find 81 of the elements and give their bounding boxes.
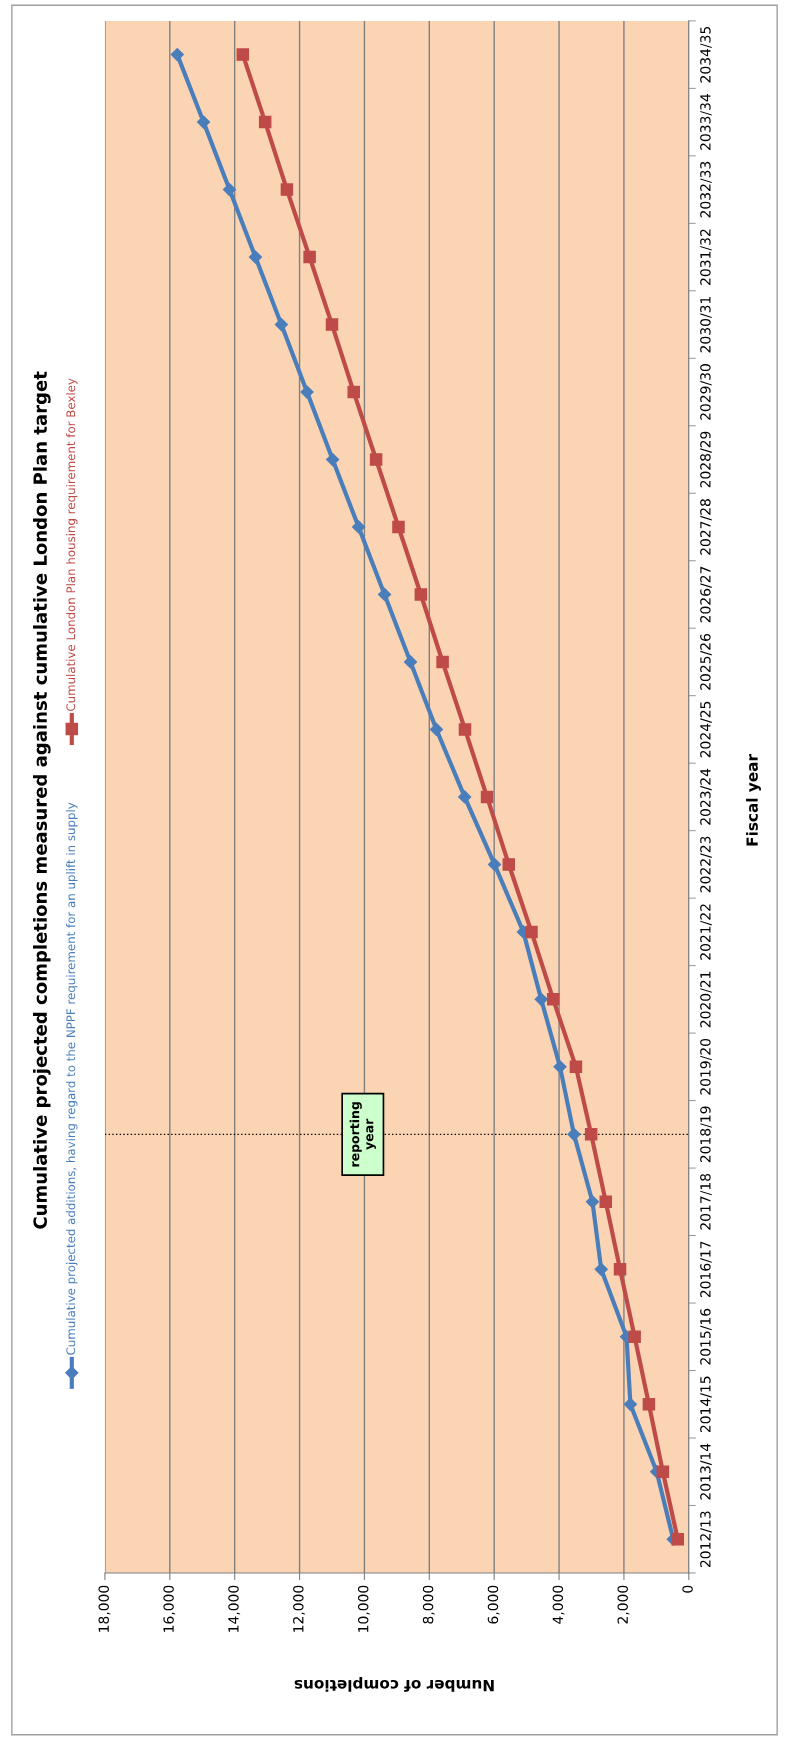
point [671,1532,685,1546]
point [525,925,538,939]
y-tick-label: 2014/15 [700,1376,712,1433]
point [392,520,405,534]
point [325,318,339,331]
point [623,1397,637,1411]
y-tick-label: 2029/30 [700,364,712,420]
point [502,858,516,871]
ref-line-label: reporting year [349,1102,376,1167]
point [300,385,314,399]
point [480,790,494,804]
x-tick-label: 10,000 [357,1585,370,1632]
y-tick-label: 2033/34 [700,94,712,150]
point [553,1060,567,1074]
point [458,790,472,804]
point [222,182,237,197]
y-axis-title: Fiscal year [746,754,761,846]
point [403,655,418,669]
point [487,857,502,871]
point [369,453,383,466]
y-tick-label: 2019/20 [700,1038,712,1095]
y-tick-label: 2015/16 [700,1308,712,1365]
point [274,317,288,332]
point [414,588,428,601]
x-tick-label: 6,000 [487,1585,500,1624]
x-tick-label: 12,000 [293,1585,305,1632]
point [436,655,449,669]
y-tick-label: 2025/26 [700,633,712,690]
point [248,250,263,264]
y-tick-label: 2012/13 [700,1511,712,1568]
point [170,48,184,62]
y-tick-label: 2034/35 [700,26,712,83]
point [569,1060,583,1074]
point [656,1465,670,1478]
y-tick-label: 2013/14 [700,1443,712,1500]
y-tick-label: 2016/17 [700,1241,712,1298]
point [585,1195,600,1209]
y-tick-label: 2024/25 [700,701,712,758]
y-tick-label: 2030/31 [700,296,712,353]
point [642,1397,656,1411]
point [303,250,316,264]
y-tick-label: 2027/28 [700,499,712,555]
point [258,115,272,129]
point [280,183,294,196]
point [377,587,392,602]
y-tick-label: 2021/22 [700,904,712,960]
x-tick-label: 0 [682,1585,693,1593]
point [546,993,560,1006]
y-tick-label: 2023/24 [700,768,712,825]
point [584,1128,598,1141]
point [594,1262,608,1276]
point [534,992,548,1006]
point [196,115,211,129]
x-tick-label: 16,000 [163,1585,176,1632]
point [628,1330,641,1344]
y-tick-label: 2020/21 [700,971,712,1028]
point [613,1263,627,1276]
x-axis-title: Number of completions [294,1676,494,1692]
point [347,385,360,399]
point [429,722,444,737]
point [599,1195,613,1209]
x-tick-label: 2,000 [617,1585,630,1624]
text: Cumulative projected completions measured against cumulative London Plan target [33,371,51,1229]
y-tick-label: 2032/33 [700,161,712,218]
y-tick-label: 2017/18 [700,1173,712,1230]
point [458,723,472,736]
text: Cumulative London Plan housing requirement for Bexley [66,378,78,711]
x-tick-label: 18,000 [98,1585,111,1632]
point [352,520,366,534]
y-tick-label: 2031/32 [700,229,712,285]
x-tick-label: 8,000 [422,1585,435,1624]
y-tick-label: 2028/29 [700,431,712,488]
point [567,1127,581,1141]
x-tick-label: 4,000 [552,1585,565,1624]
point [236,48,250,61]
x-tick-label: 14,000 [228,1585,241,1632]
text: Cumulative projected additions, having regard to the NPPF requirement for an uplift in supply [66,802,78,1355]
y-tick-label: 2022/23 [700,836,712,893]
y-tick-label: 2018/19 [700,1106,712,1163]
point [326,452,340,467]
y-tick-label: 2026/27 [700,566,712,623]
